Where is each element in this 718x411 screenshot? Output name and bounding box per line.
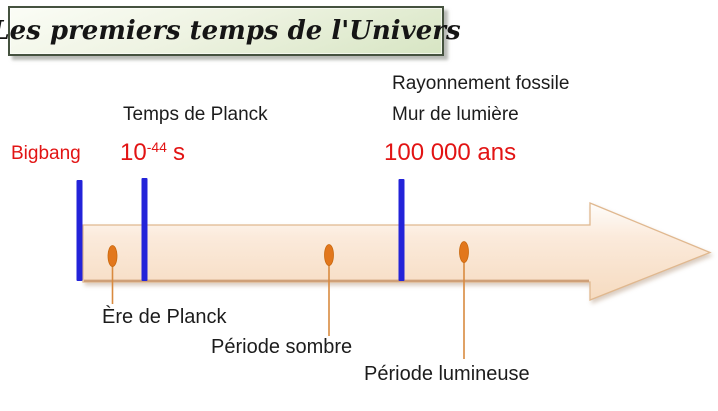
dark-period-label: Période sombre bbox=[211, 336, 353, 358]
planck-time-value: 10-44 s bbox=[120, 138, 185, 167]
bigbang-tick bbox=[76, 180, 83, 281]
light-wall-label: Mur de lumière bbox=[392, 104, 519, 125]
fossil-radiation-label: Rayonnement fossile bbox=[392, 73, 570, 94]
bigbang-label: Bigbang bbox=[11, 143, 81, 164]
dark-period-dot bbox=[324, 244, 334, 266]
planck-time-value-unit: s bbox=[172, 139, 185, 166]
planck-era-dot bbox=[107, 245, 118, 267]
bright-period-label: Période lumineuse bbox=[364, 363, 530, 385]
planck-time-value-exponent: -44 bbox=[146, 139, 167, 155]
planck-time-value-base: 10 bbox=[120, 139, 147, 166]
planck-era-label: Ère de Planck bbox=[102, 306, 227, 328]
planck-time-tick bbox=[141, 178, 148, 281]
bright-period-dot bbox=[459, 241, 469, 263]
timeline-arrow bbox=[82, 202, 712, 301]
light-wall-tick bbox=[398, 179, 405, 281]
page-title: Les premiers temps de l'Univers bbox=[0, 16, 461, 46]
title-box: Les premiers temps de l'Univers bbox=[0, 6, 461, 56]
planck-time-label: Temps de Planck bbox=[123, 104, 268, 125]
light-wall-value: 100 000 ans bbox=[384, 139, 517, 166]
